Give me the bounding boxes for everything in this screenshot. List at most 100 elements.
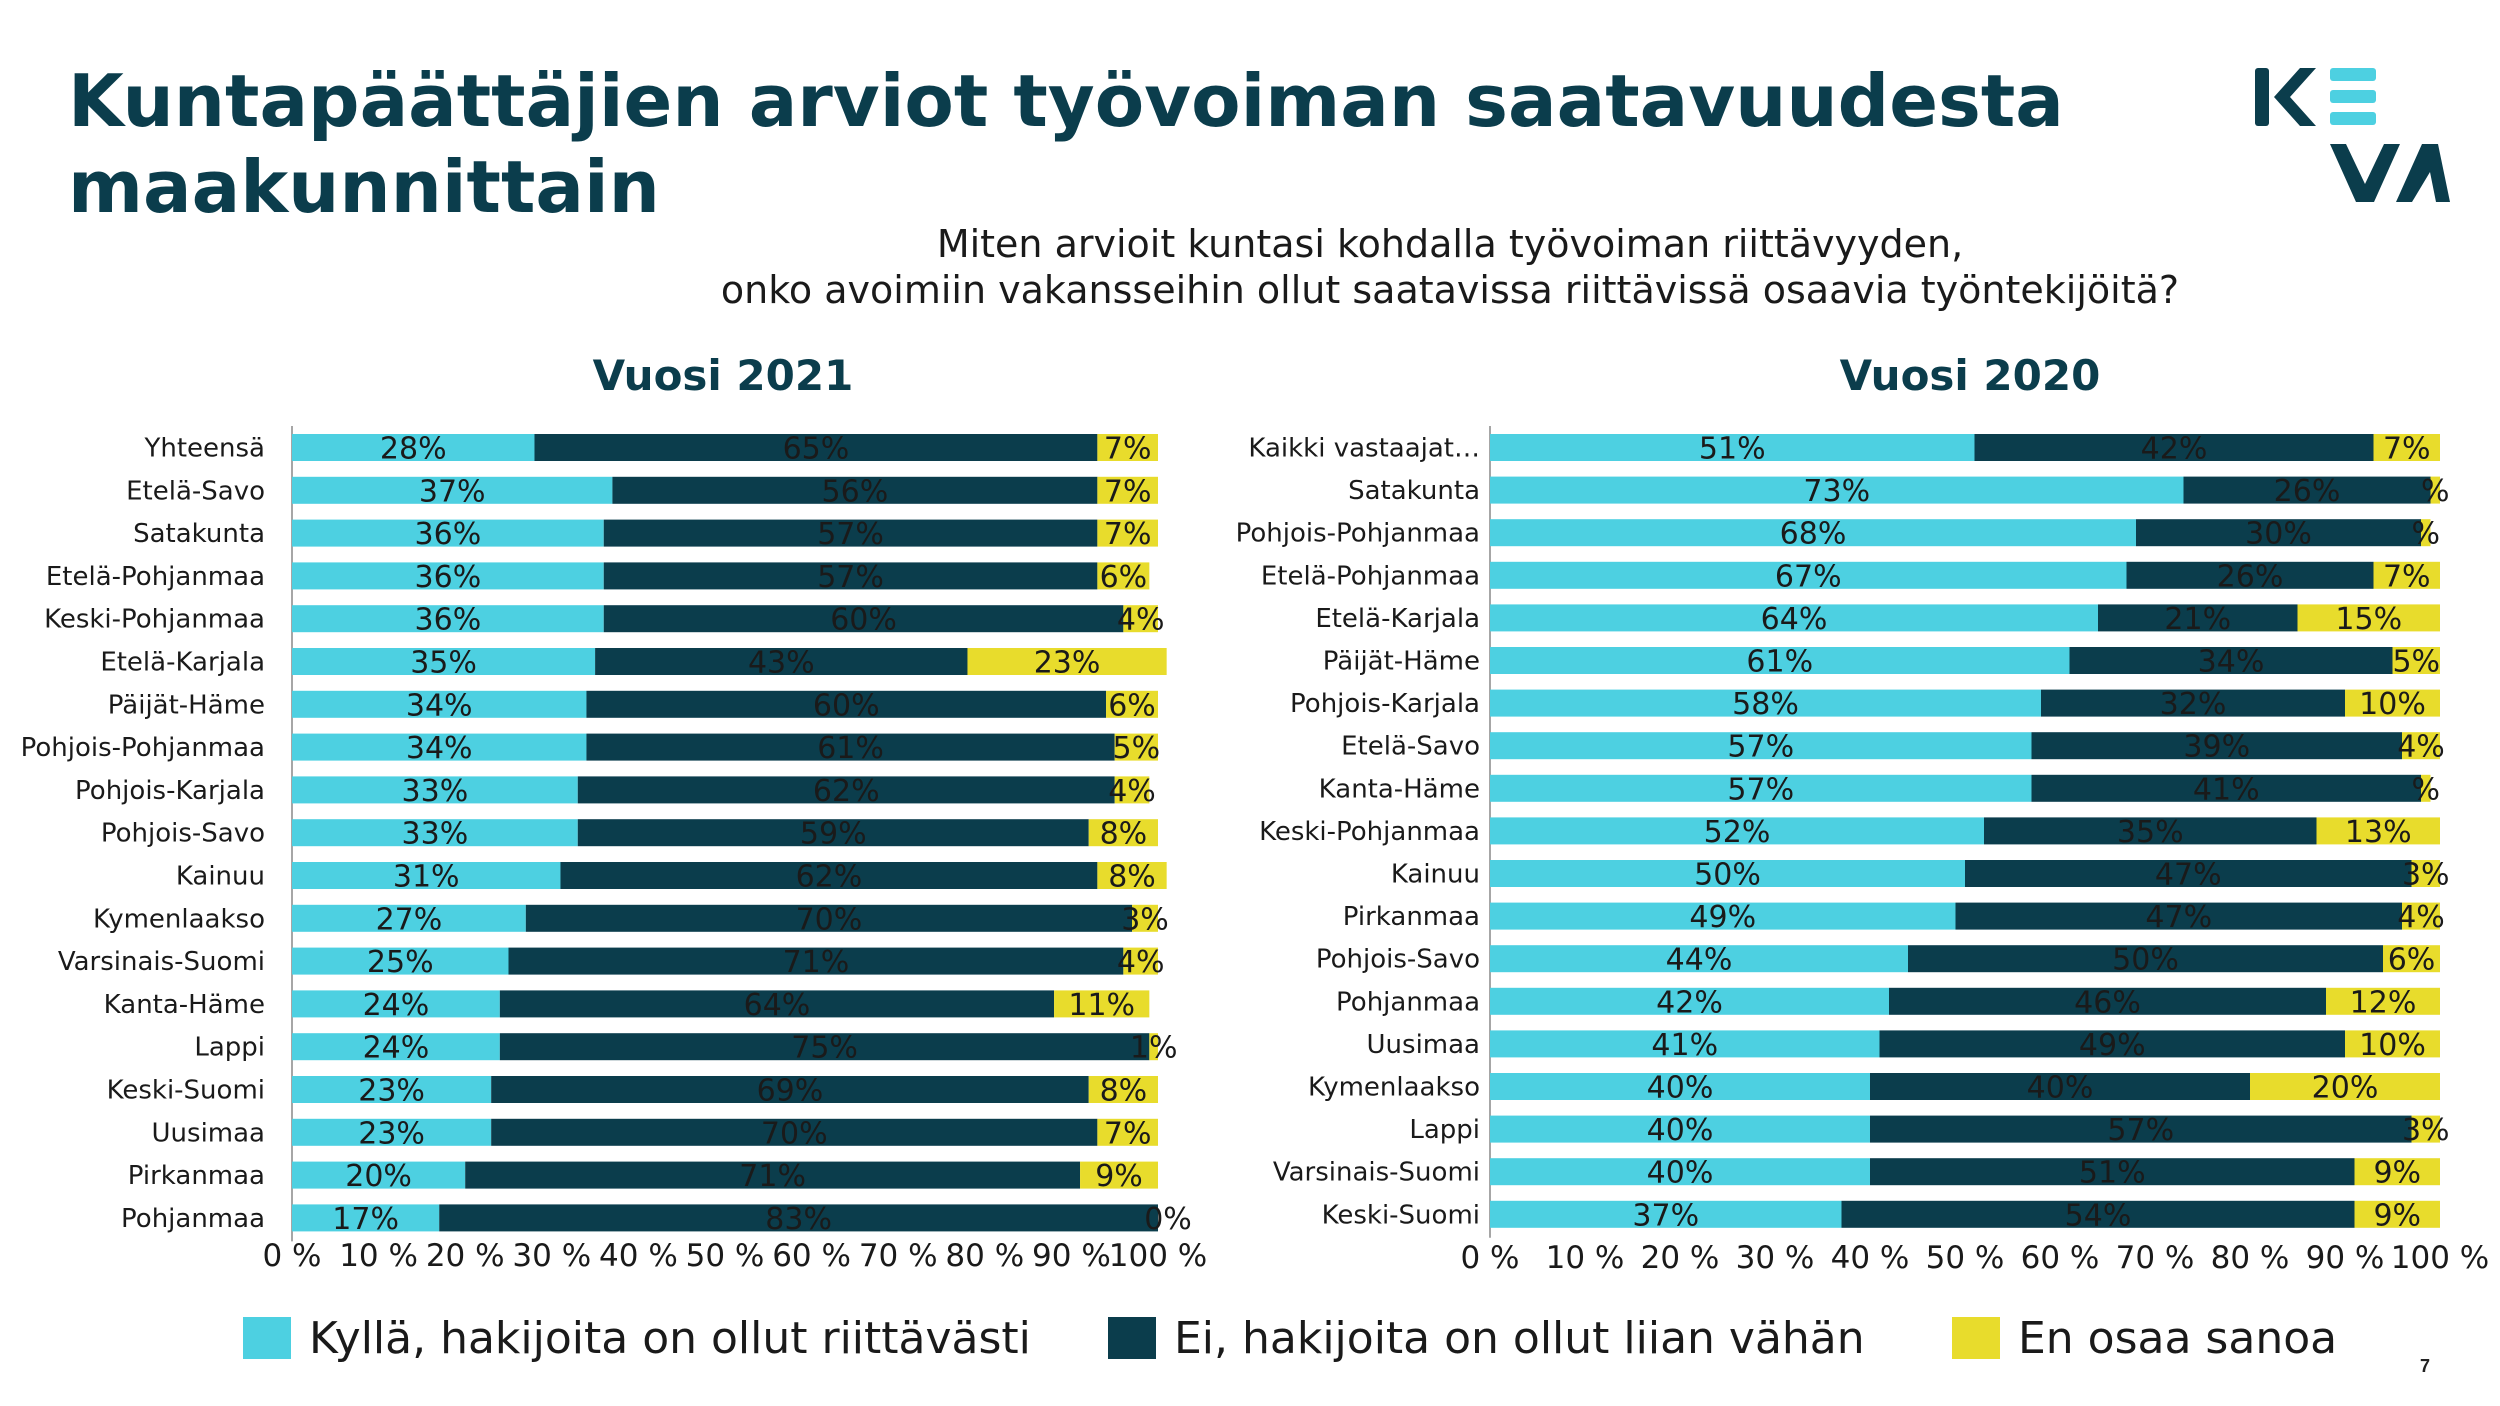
chart-2-x-tick-label: 100 % <box>2391 1240 2489 1276</box>
chart-1-category-label: Varsinais-Suomi <box>58 947 265 977</box>
chart-1-data-label: 37% <box>419 474 486 509</box>
chart-1-data-label: 4% <box>1117 603 1165 638</box>
chart-2-bar-segment <box>1974 434 2374 461</box>
chart-1-bar-segment <box>1123 947 1158 975</box>
chart-1-x-tick-label: 80 % <box>945 1238 1024 1274</box>
chart-1-data-label: 34% <box>406 731 473 766</box>
chart-1-bar-segment <box>1114 733 1158 761</box>
chart-2-bar-segment <box>2031 774 2421 802</box>
chart-2-bar-segment <box>1490 1030 1880 1058</box>
chart-1-data-label: 33% <box>402 817 469 852</box>
chart-1-bar-segment <box>1088 1076 1158 1103</box>
chart-1-data-label: 17% <box>332 1202 399 1237</box>
chart-2-bar-segment <box>1889 987 2326 1015</box>
legend-label-dont-know: En osaa sanoa <box>2018 1312 2338 1364</box>
chart-1-bar-segment <box>292 690 587 718</box>
chart-1-bar-segment <box>967 648 1167 675</box>
chart-1-bar-segment <box>491 1076 1089 1103</box>
chart-1-bar-segment <box>499 990 1055 1018</box>
chart-2-data-label: 44% <box>1666 943 1733 978</box>
chart-1-bar-segment <box>292 1033 500 1061</box>
chart-2-data-label: 67% <box>1775 559 1842 594</box>
chart-1-bar-segment <box>292 562 604 590</box>
chart-1-data-label: 57% <box>817 517 884 552</box>
charts-canvas: Vuosi 2021 Yhteensä 28% 65% 7% Etelä-Savo 37% 5… <box>21 351 2490 1276</box>
chart-2-data-label: 68% <box>1780 517 1847 552</box>
chart-2-bar-segment <box>2031 732 2402 760</box>
chart-1-bar-segment <box>1088 819 1158 847</box>
chart-1-x-tick-label: 70 % <box>859 1238 938 1274</box>
chart-1-bar-segment <box>439 1204 1159 1232</box>
chart-2-bar-segment <box>2383 945 2440 973</box>
chart-2-x-tick-label: 80 % <box>2211 1240 2290 1276</box>
chart-2-category-label: Kaikki vastaajat… <box>1248 434 1480 464</box>
chart-2-data-label: 20% <box>2312 1071 2379 1106</box>
chart-1-data-label: 36% <box>415 517 482 552</box>
chart-1-bar-segment <box>292 733 587 761</box>
chart-1-bar-segment <box>292 819 578 847</box>
chart-2-bar-segment <box>2126 561 2374 589</box>
chart-2-data-label: 41% <box>1651 1028 1718 1063</box>
question-line-2: onko avoimiin vakansseihin ollut saatavi… <box>720 268 2180 312</box>
chart-2-bar-segment <box>2421 519 2431 547</box>
chart-2-data-label: 51% <box>2079 1156 2146 1191</box>
chart-1-bar-segment <box>292 605 604 633</box>
chart-2-bar-segment <box>1955 902 2402 930</box>
chart-1-bar-segment <box>612 476 1098 504</box>
chart-1-data-label: 36% <box>415 603 482 638</box>
chart-2-category-label: Pohjois-Savo <box>1316 945 1480 975</box>
chart-2-data-label: 47% <box>2145 900 2212 935</box>
chart-1-category-label: Keski-Suomi <box>107 1076 265 1106</box>
chart-1-data-label: 4% <box>1108 774 1156 809</box>
chart-2-data-label: 51% <box>1699 432 1766 467</box>
chart-2-data-label: 49% <box>2079 1028 2146 1063</box>
chart-2-bar-segment <box>2421 774 2431 802</box>
chart-1-category-label: Pohjois-Savo <box>101 819 265 849</box>
chart-1-data-label: 0% <box>1144 1202 1192 1237</box>
chart-2-data-label: 64% <box>1761 602 1828 637</box>
chart-1-x-tick-label: 30 % <box>512 1238 591 1274</box>
chart-1-bar-segment <box>1097 562 1150 590</box>
chart-1-data-label: 70% <box>761 1116 828 1151</box>
chart-2-bar-segment <box>1490 1115 1870 1143</box>
chart-2-data-label: 47% <box>2155 858 2222 893</box>
chart-2-bar-segment <box>1490 1073 1870 1100</box>
chart-1-data-label: 8% <box>1100 817 1148 852</box>
chart-2-data-label: 34% <box>2198 645 2265 680</box>
chart-1-data-label: 34% <box>406 688 473 723</box>
chart-2-bar-segment <box>2297 604 2440 632</box>
chart-2-bar-segment <box>1841 1200 2355 1228</box>
chart-1-data-label: 24% <box>363 988 430 1023</box>
chart-1-bar-segment <box>1132 904 1158 932</box>
chart-1-bar-segment <box>292 990 500 1018</box>
chart-2-category-label: Päijät-Häme <box>1323 647 1480 677</box>
chart-2-category-label: Lappi <box>1409 1115 1480 1145</box>
chart-1-data-label: 9% <box>1095 1159 1143 1194</box>
chart-2-data-label: 40% <box>2027 1071 2094 1106</box>
chart-1-bar-segment <box>577 776 1115 804</box>
chart-2-data-label: 49% <box>1689 900 1756 935</box>
chart-2-data-label: 61% <box>1746 645 1813 680</box>
chart-1-category-label: Kainuu <box>176 862 265 892</box>
chart-1-data-label: 7% <box>1104 1116 1152 1151</box>
chart-2-x-tick-label: 0 % <box>1460 1240 1519 1276</box>
chart-2-category-label: Pohjois-Pohjanmaa <box>1236 519 1480 549</box>
legend-item-dont-know: En osaa sanoa <box>1952 1308 2337 1368</box>
chart-2-data-label: 57% <box>2107 1113 2174 1148</box>
chart-1-bar-segment <box>1123 605 1158 633</box>
chart-1-data-label: 28% <box>380 432 447 467</box>
chart-1-category-label: Pohjois-Karjala <box>75 776 265 806</box>
chart-2-category-label: Uusimaa <box>1367 1030 1480 1060</box>
chart-2-bar-segment <box>2402 732 2440 760</box>
chart-2-x-tick-label: 10 % <box>1546 1240 1625 1276</box>
chart-2-data-label: 13% <box>2345 815 2412 850</box>
chart-1-bar-segment <box>292 904 526 932</box>
chart-1-bar-segment <box>586 690 1107 718</box>
chart-2-bar-segment <box>1490 647 2070 674</box>
chart-1-x-tick-label: 10 % <box>339 1238 418 1274</box>
chart-1-category-label: Etelä-Karjala <box>100 648 265 678</box>
chart-2-category-label: Etelä-Pohjanmaa <box>1261 561 1480 591</box>
chart-1-bar-segment <box>603 519 1098 547</box>
legend-swatch-dont-know <box>1952 1317 2000 1359</box>
chart-1-data-label: 8% <box>1108 860 1156 895</box>
